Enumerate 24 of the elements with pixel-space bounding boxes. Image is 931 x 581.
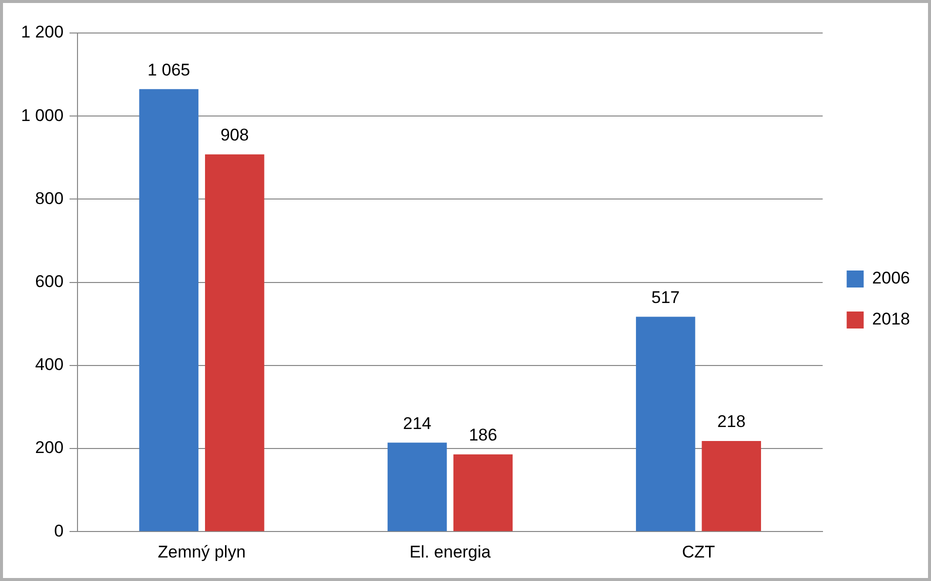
data-label: 218 (717, 412, 746, 432)
data-label: 186 (468, 426, 498, 445)
y-tick-label: 1 000 (20, 106, 64, 125)
bar (139, 89, 198, 532)
data-label: 1 065 (148, 60, 190, 80)
y-tick-label: 800 (35, 188, 64, 208)
legend-label: 2006 (872, 268, 910, 288)
y-tick-label: 1 200 (20, 22, 64, 42)
x-tick-label: El. energia (409, 542, 492, 562)
x-tick-label: CZT (682, 542, 716, 562)
bar (636, 316, 696, 532)
y-tick-label: 0 (54, 521, 64, 540)
bar (453, 454, 513, 532)
data-label: 214 (403, 414, 432, 433)
y-tick-label: 400 (35, 355, 64, 374)
bar (702, 441, 762, 532)
data-label: 908 (220, 126, 249, 145)
data-label: 517 (651, 288, 680, 307)
legend-label: 2018 (872, 310, 910, 329)
bar (388, 442, 447, 532)
y-tick-label: 200 (35, 438, 64, 458)
x-tick-label: Zemný plyn (158, 542, 246, 562)
bar (205, 154, 264, 532)
y-tick-label: 600 (35, 272, 64, 291)
